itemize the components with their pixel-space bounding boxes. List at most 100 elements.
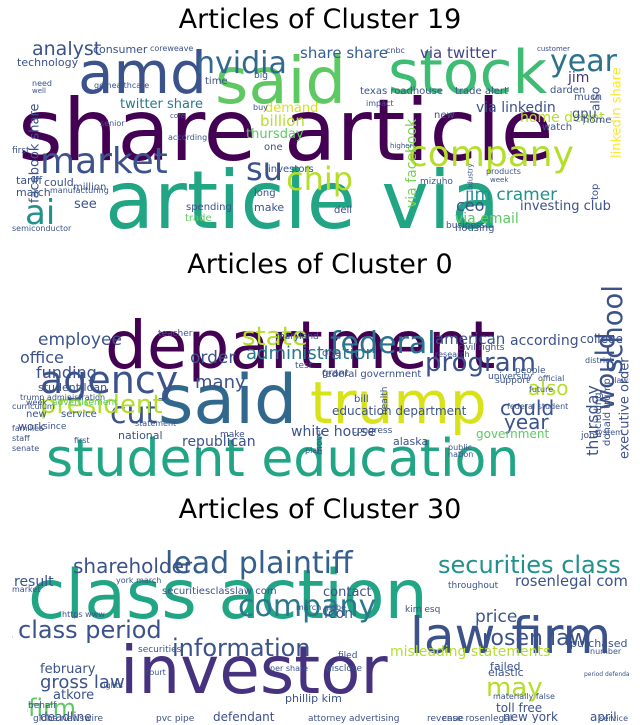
word-attorney-advertising: attorney advertising — [308, 714, 399, 723]
word-senate: senate — [12, 444, 39, 453]
word-education-department: education department — [332, 404, 467, 418]
word-materially-false: materially false — [493, 692, 555, 701]
word-grant: grant — [322, 368, 349, 379]
word-families: families — [12, 424, 43, 433]
word-texas-roadhouse: texas roadhouse — [360, 86, 443, 97]
word-shareholder: shareholder — [73, 554, 193, 578]
word-number: number — [590, 647, 622, 656]
word-failed: failed — [490, 660, 520, 673]
word-federal-student: federal student — [507, 402, 568, 411]
word-state: state — [242, 322, 308, 352]
word-amd: amd — [78, 39, 207, 107]
word-globe-newswire: globe newswire — [33, 714, 103, 723]
word-one: one — [322, 348, 341, 359]
word-dell: dell — [334, 205, 352, 216]
word-result: result — [14, 574, 54, 590]
word-government: government — [476, 427, 549, 441]
word-could: could — [500, 396, 554, 420]
word-curriculum: curriculum — [12, 402, 55, 411]
word-elastic: elastic — [488, 666, 524, 679]
word-executive-order: executive order — [617, 357, 630, 459]
chart-title: Articles of Cluster 19 — [178, 4, 462, 35]
word-move: move — [315, 429, 325, 455]
word-well: well — [32, 87, 46, 95]
word-impact: impact — [366, 99, 394, 108]
word-top: top — [590, 184, 601, 200]
word-behalf: behalf — [28, 701, 57, 711]
word-alaska: alaska — [393, 435, 428, 448]
word-article-via: article via — [105, 154, 500, 233]
word-thursday: thursday — [583, 385, 602, 456]
word-trump: trump — [310, 369, 487, 437]
word-business: business — [446, 221, 486, 231]
word-darden: darden — [550, 85, 585, 96]
word-customer: customer — [537, 45, 570, 53]
word-according: according — [168, 133, 207, 142]
word-phillip-kim: phillip kim — [285, 692, 342, 705]
word-college: college — [580, 332, 623, 346]
word-chip: chip — [286, 160, 353, 198]
word-via-email: via email — [455, 211, 519, 227]
word-icon: icon — [324, 606, 353, 622]
word-health: health — [380, 387, 390, 416]
word-gpu: gpu — [572, 107, 597, 122]
word-system: system — [594, 428, 623, 437]
word-technology: technology — [17, 56, 79, 69]
word-nation: nation — [448, 450, 473, 459]
word-linkedin-share: linkedin share — [609, 67, 624, 158]
word-consumer: consumer — [93, 43, 148, 56]
word-week: week — [26, 398, 47, 407]
word-twitter-share: twitter share — [120, 97, 203, 112]
word-jim: jim — [567, 70, 589, 86]
word-district: district — [585, 356, 613, 365]
word-support: support — [495, 376, 530, 386]
word-deadline: deadline — [40, 710, 92, 723]
word-much: much — [574, 92, 602, 103]
word-investors: investors — [268, 164, 314, 175]
word-home-depot: home depot — [520, 110, 605, 126]
word-company: company — [408, 134, 574, 175]
word-service: service — [599, 714, 628, 723]
word-first: first — [12, 146, 30, 156]
word-statement: statement — [135, 419, 176, 428]
word-share-share: share share — [300, 44, 388, 62]
word-nvidia: nvidia — [196, 46, 287, 81]
word-march-globe: march globe — [296, 603, 346, 612]
word-heydude: heydude — [27, 707, 29, 712]
word-revenue: revenue — [427, 714, 464, 723]
word-national: national — [118, 429, 163, 442]
word-program: program — [425, 348, 536, 378]
word-thursday: thursday — [246, 127, 304, 142]
word-throughout: throughout — [448, 581, 499, 591]
word-watch: watch — [542, 122, 572, 133]
word-plan: plan — [305, 446, 322, 455]
word-atkore: atkore — [53, 688, 94, 703]
word-long: long — [254, 188, 276, 199]
word-agency: agency — [40, 358, 178, 402]
word-said: said — [158, 361, 297, 440]
word-investor: investor — [120, 632, 388, 709]
word-many: many — [195, 372, 246, 393]
wordcloud-panel-cluster-30: Articles of Cluster 30 class action inves… — [0, 490, 640, 725]
word-since: since — [43, 422, 67, 432]
word-year: year — [550, 44, 618, 79]
word-industry: industry — [467, 163, 475, 192]
word-make: make — [220, 430, 245, 440]
word-congress: congress — [352, 426, 393, 436]
word-toll-free: toll free — [496, 701, 542, 715]
word-million: million — [73, 182, 106, 193]
word-ge-healthcare: ge healthcare — [94, 81, 149, 90]
word-su: su — [246, 150, 283, 188]
word-federal-government: federal government — [322, 369, 421, 380]
word-products: products — [486, 167, 521, 176]
word-week: week — [490, 176, 509, 184]
word-law-firm: law firm — [410, 607, 611, 665]
word-would: would — [591, 333, 621, 410]
word-investing-club: investing club — [520, 199, 611, 214]
word-class-period: class period — [18, 616, 162, 644]
word-staff: staff — [12, 434, 30, 443]
word-information: information — [172, 634, 311, 662]
word-employee: employee — [38, 330, 122, 350]
